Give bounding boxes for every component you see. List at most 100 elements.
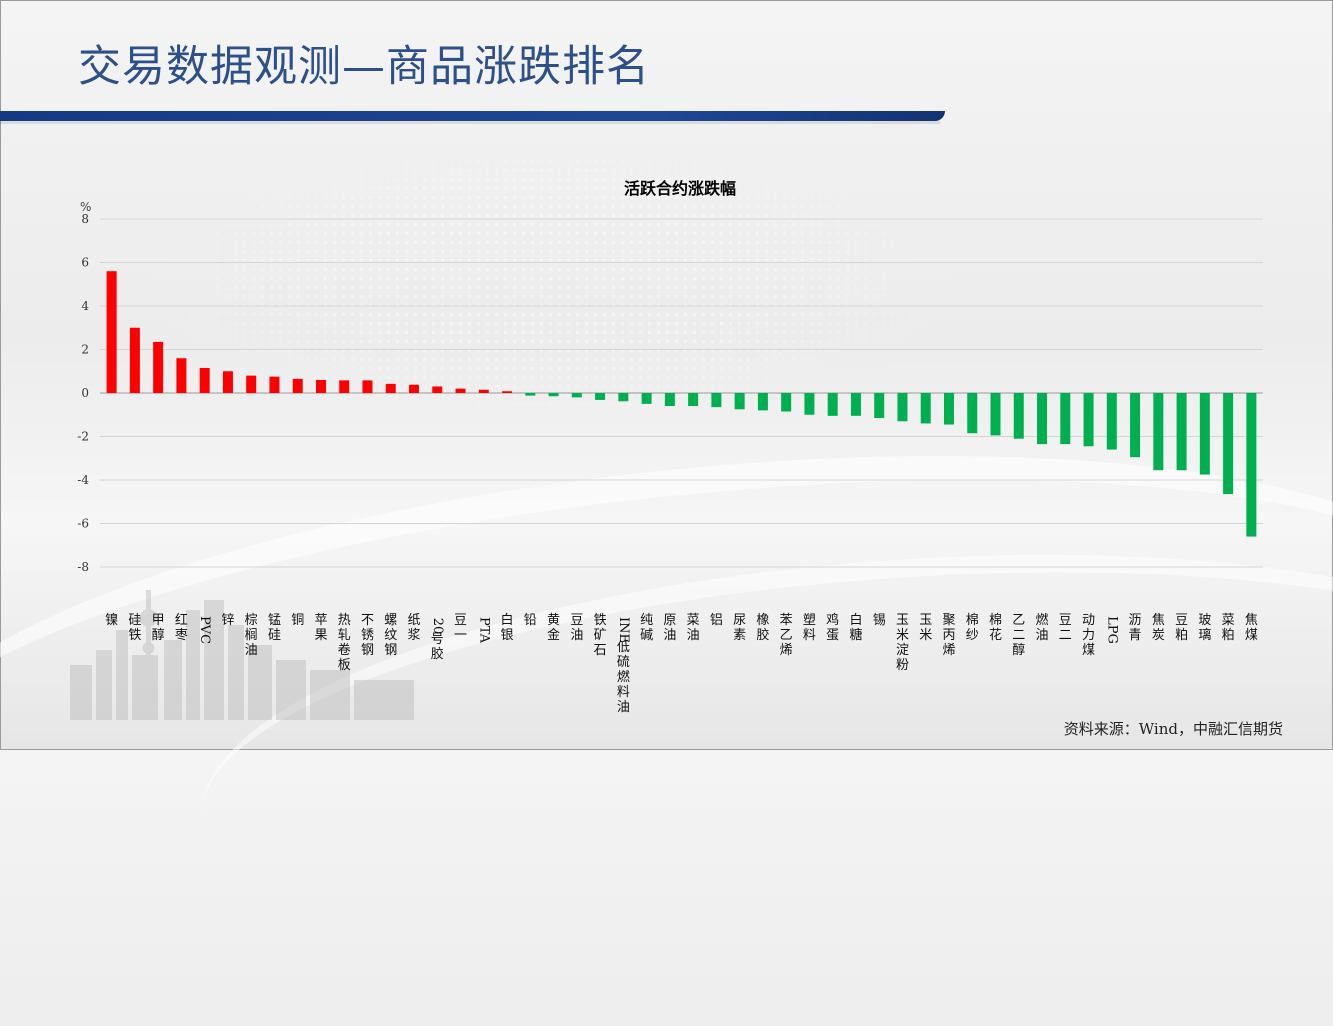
svg-text:枣: 枣 [175,628,188,643]
svg-text:浆: 浆 [408,628,421,643]
y-tick-label: -4 [77,473,89,487]
svg-text:素: 素 [733,628,746,643]
svg-text:燃: 燃 [617,669,630,685]
x-tick-label: 白银 [501,612,514,643]
city-skyline-image [70,590,414,720]
x-tick-label: 硅铁 [128,613,141,643]
bar [153,341,164,393]
chart-title: 活跃合约涨跌幅 [624,179,736,198]
bar [1223,393,1234,495]
x-tick-label: LPG [1104,616,1119,644]
x-tick-label: 焦炭 [1152,613,1165,643]
svg-text:璃: 璃 [1198,628,1211,643]
svg-text:钢: 钢 [384,643,397,658]
x-tick-label: 玉米 [919,613,932,643]
x-tick-label: 原油 [663,613,676,643]
svg-text:玻: 玻 [1198,613,1211,628]
bar [641,393,652,404]
svg-text:米: 米 [896,628,909,643]
x-tick-label: 铝 [710,613,723,628]
svg-text:苯: 苯 [780,613,793,628]
svg-text:棉: 棉 [989,613,1002,628]
svg-text:胶: 胶 [756,627,769,643]
bar [1246,393,1257,537]
svg-text:料: 料 [617,685,630,700]
bar [339,380,350,393]
x-tick-label: 鸡蛋 [826,612,839,643]
svg-text:烯: 烯 [942,643,955,658]
svg-text:油: 油 [617,700,630,715]
bar [199,367,210,393]
svg-text:蛋: 蛋 [826,628,839,643]
bar [595,393,606,400]
gridlines [100,218,1263,568]
x-tick-label: 纸浆 [408,613,421,643]
bar [757,393,768,411]
x-tick-label: 豆油 [570,613,583,643]
svg-text:白: 白 [501,612,514,628]
svg-text:油: 油 [1036,628,1049,643]
bar [1130,393,1141,458]
x-axis-labels: 镍硅铁甲醇红枣 PVC 锌棕榈油锰硅铜 苹果热轧卷板不锈钢螺纹钢纸浆20号胶豆一 PTA… [105,612,1258,715]
bar [222,371,233,393]
bar [455,388,466,393]
svg-text:料: 料 [803,628,816,643]
bar [711,393,722,408]
svg-text:菜: 菜 [1222,613,1235,628]
bar-chart: 活跃合约涨跌幅 % 86420-2-4-6-8 镍硅铁甲醇红枣 PVC 锌棕榈油锰硅… [77,179,1263,715]
x-tick-label: 纯碱 [640,613,653,643]
svg-text:尿: 尿 [733,613,746,628]
svg-text:二: 二 [1059,628,1072,643]
svg-text:INE: INE [616,617,631,643]
bar [1176,393,1187,471]
bar [618,393,629,402]
x-tick-label: 棉纱 [966,613,979,643]
svg-text:铜: 铜 [291,613,304,628]
bar [548,393,559,397]
svg-text:矿: 矿 [594,628,607,643]
x-tick-label: 黄金 [547,613,560,643]
svg-text:聚: 聚 [942,613,955,628]
bar [362,380,373,393]
bar [827,393,838,416]
svg-text:花: 花 [989,627,1002,643]
svg-text:二: 二 [1012,628,1025,643]
svg-text:焦: 焦 [1245,613,1258,628]
svg-text:碱: 碱 [640,628,653,643]
x-tick-label: 菜粕 [1222,613,1235,643]
svg-text:轧: 轧 [338,628,351,643]
x-tick-label: 甲醇 [152,613,165,643]
bar [315,379,326,393]
y-tick-label: 4 [81,299,89,313]
x-tick-label: PVC [197,616,212,644]
bar [502,391,513,393]
svg-text:乙: 乙 [1012,613,1025,628]
svg-text:锰: 锰 [268,613,281,628]
x-tick-label: 豆二 [1059,613,1072,643]
svg-text:果: 果 [314,628,327,643]
svg-text:铝: 铝 [710,613,723,628]
svg-text:LPG: LPG [1104,616,1119,644]
svg-text:热: 热 [338,613,351,628]
y-axis-ticks: 8 6 4 2 0 -2 -4 -6 -8 [77,212,89,574]
x-tick-label: 棕榈油 [245,613,258,658]
svg-text:煤: 煤 [1245,628,1258,643]
svg-text:PTA: PTA [476,617,491,644]
x-tick-label: 塑料 [803,613,816,643]
x-tick-label: 菜油 [687,613,700,643]
svg-text:原: 原 [663,613,676,628]
svg-text:油: 油 [245,643,258,658]
source-note: 资料来源：Wind，中融汇信期货 [1063,720,1283,738]
world-map-background [150,130,950,430]
svg-text:红: 红 [175,612,188,628]
bar [967,393,978,434]
bar [1153,393,1164,471]
svg-text:甲: 甲 [152,613,165,628]
svg-text:力: 力 [1082,628,1095,643]
bar [1060,393,1071,445]
svg-text:不: 不 [361,613,374,628]
bar [1106,393,1117,450]
svg-text:豆: 豆 [1175,613,1188,628]
svg-text:纱: 纱 [966,628,979,643]
bar [571,393,582,398]
